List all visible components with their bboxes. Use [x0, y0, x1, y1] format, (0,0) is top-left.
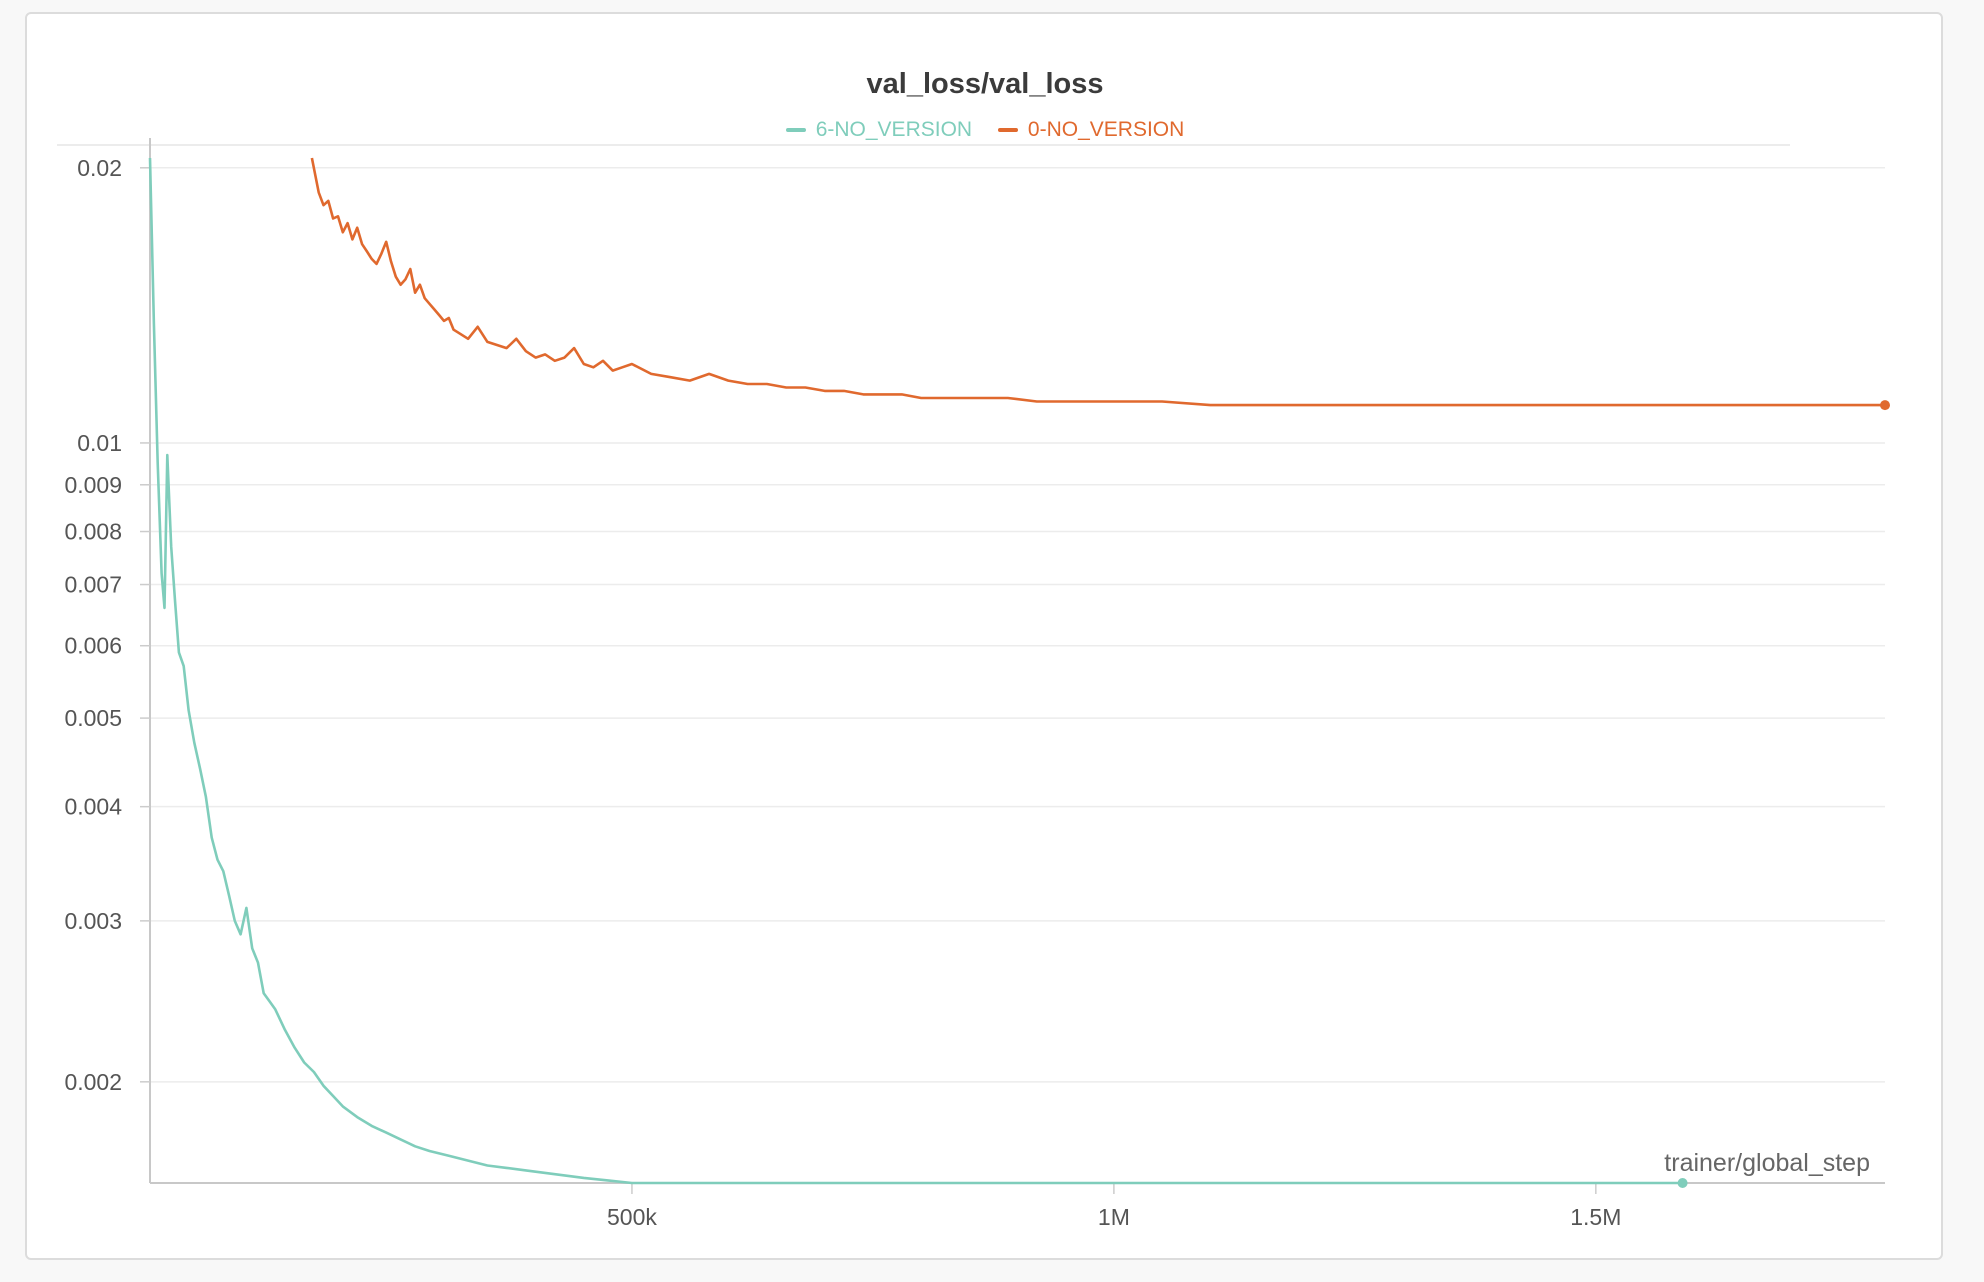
legend-swatch-series-0	[785, 128, 806, 132]
y-tick-label: 0.006	[64, 633, 122, 659]
legend-label-series-0: 6-NO_VERSION	[815, 118, 973, 141]
legend-item-series-1[interactable]: 0-NO_VERSION	[997, 118, 1185, 142]
y-tick-label: 0.004	[64, 794, 122, 820]
chart-legend: 6-NO_VERSION 0-NO_VERSION	[0, 114, 1970, 142]
y-tick-label: 0.002	[64, 1069, 122, 1095]
legend-item-series-0[interactable]: 6-NO_VERSION	[785, 118, 973, 142]
y-tick-label: 0.007	[64, 572, 122, 598]
series-lines	[148, 157, 1890, 1188]
x-axis-ticks: 500k 1M 1.5M	[607, 1183, 1621, 1230]
grid-lines	[150, 167, 1885, 1083]
y-tick-label: 0.02	[77, 155, 122, 181]
series-line-0[interactable]	[148, 157, 1683, 1185]
series-line-1[interactable]	[310, 157, 1885, 407]
axes	[149, 138, 1885, 1184]
x-tick-label: 1.5M	[1570, 1204, 1621, 1230]
y-axis-ticks: 0.02 0.01 0.009 0.008 0.007 0.006 0.005 0.004 0.…	[64, 155, 150, 1095]
y-tick-label: 0.01	[77, 430, 122, 456]
x-axis-title: trainer/global_step	[1664, 1149, 1870, 1177]
chart-panel	[25, 12, 1943, 1260]
x-tick-label: 500k	[607, 1204, 657, 1230]
legend-label-series-1: 0-NO_VERSION	[1027, 118, 1185, 141]
x-tick-label: 1M	[1098, 1204, 1130, 1230]
y-tick-label: 0.003	[64, 908, 122, 934]
y-tick-label: 0.005	[64, 705, 122, 731]
series-end-point-0	[1677, 1178, 1688, 1188]
legend-swatch-series-1	[997, 128, 1018, 132]
series-end-point-1	[1880, 400, 1890, 411]
chart-title: val_loss/val_loss	[866, 68, 1104, 100]
y-tick-label: 0.008	[64, 519, 122, 545]
y-tick-label: 0.009	[64, 472, 122, 498]
